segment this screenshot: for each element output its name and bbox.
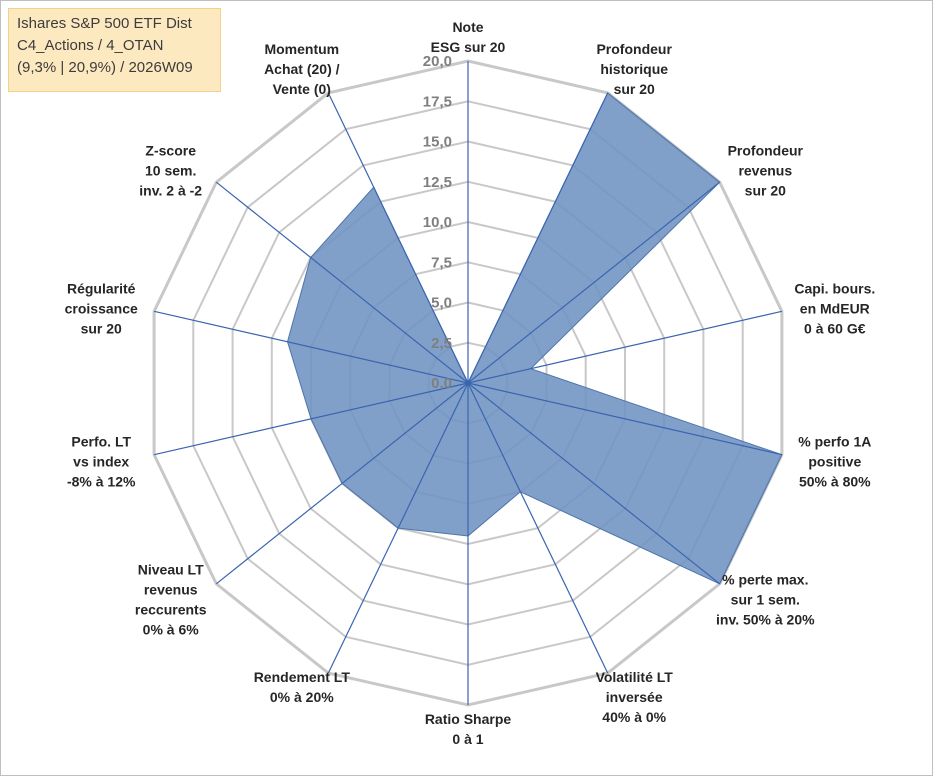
axis-label-line: en MdEUR <box>800 301 870 317</box>
axis-label-11: Régularité croissance sur 20 <box>65 281 138 337</box>
axis-label-line: 0 à 1 <box>452 731 483 747</box>
axis-label-7: Ratio Sharpe 0 à 1 <box>425 711 512 747</box>
fund-name: Ishares S&P 500 ETF Dist <box>17 15 192 32</box>
spoke-1 <box>467 92 609 384</box>
tick-label: 2,5 <box>431 335 452 352</box>
axis-label-line: Perfo. LT <box>71 434 131 450</box>
fund-stats: (9,3% | 20,9%) / 2026W09 <box>17 59 193 76</box>
axis-label-line: Profondeur <box>596 41 672 57</box>
axis-label-line: ESG sur 20 <box>431 39 506 55</box>
axis-label-1: Profondeur historique sur 20 <box>596 41 672 97</box>
axis-label-line: croissance <box>65 301 138 317</box>
axis-label-0: Note ESG sur 20 <box>431 19 506 55</box>
axis-label-line: vs index <box>73 454 129 470</box>
spoke-10 <box>153 382 469 456</box>
tick-label: 5,0 <box>431 295 452 312</box>
axis-label-line: Volatilité LT <box>596 669 674 685</box>
axis-label-line: Vente (0) <box>273 81 331 97</box>
axis-label-line: Note <box>452 19 483 35</box>
axis-label-line: Z-score <box>145 143 196 159</box>
axis-label-8: Rendement LT 0% à 20% <box>254 669 351 705</box>
axis-label-line: inv. 50% à 20% <box>716 612 815 628</box>
axis-label-line: Rendement LT <box>254 669 351 685</box>
axis-label-line: % perfo 1A <box>798 434 871 450</box>
axis-label-line: Momentum <box>264 41 339 57</box>
axis-label-line: -8% à 12% <box>67 474 136 490</box>
axis-label-line: sur 1 sem. <box>731 592 800 608</box>
tick-label: 17,5 <box>423 93 452 110</box>
axis-label-line: sur 20 <box>614 81 655 97</box>
axis-label-line: positive <box>808 454 861 470</box>
axis-label-3: Capi. bours. en MdEUR 0 à 60 G€ <box>794 281 875 337</box>
axis-label-line: Achat (20) / <box>264 61 340 77</box>
axis-label-12: Z-score 10 sem. inv. 2 à -2 <box>139 143 202 199</box>
axis-label-line: Capi. bours. <box>794 281 875 297</box>
spoke-5 <box>467 382 721 585</box>
fund-info-box: Ishares S&P 500 ETF Dist C4_Actions / 4_… <box>8 8 221 92</box>
axis-label-line: Niveau LT <box>138 562 204 578</box>
spoke-9 <box>215 382 469 585</box>
axis-label-line: Profondeur <box>728 143 804 159</box>
spoke-2 <box>467 181 721 384</box>
axis-label-line: 40% à 0% <box>602 709 666 725</box>
axis-label-line: revenus <box>738 163 792 179</box>
axis-label-line: 0% à 20% <box>270 689 334 705</box>
axis-label-line: 0 à 60 G€ <box>804 321 866 337</box>
tick-label: 20,0 <box>423 53 452 70</box>
spoke-6 <box>467 382 609 674</box>
axis-label-line: revenus <box>144 582 198 598</box>
spoke-3 <box>467 310 783 384</box>
fund-category: C4_Actions / 4_OTAN <box>17 37 164 54</box>
axis-label-line: 50% à 80% <box>799 474 871 490</box>
axis-label-line: 10 sem. <box>145 163 196 179</box>
axis-label-9: Niveau LT revenus reccurents 0% à 6% <box>135 562 207 638</box>
axis-label-line: reccurents <box>135 602 207 618</box>
spoke-11 <box>153 310 469 384</box>
radar-spokes <box>153 61 783 705</box>
axis-label-5: % perte max. sur 1 sem. inv. 50% à 20% <box>716 572 815 628</box>
axis-label-line: inversée <box>606 689 663 705</box>
axis-label-2: Profondeur revenus sur 20 <box>728 143 804 199</box>
axis-label-line: historique <box>600 61 668 77</box>
axis-label-10: Perfo. LT vs index -8% à 12% <box>67 434 136 490</box>
spoke-8 <box>327 382 469 674</box>
spoke-13 <box>327 92 469 384</box>
tick-label: 12,5 <box>423 174 452 191</box>
radar-axis-labels: Note ESG sur 20 Profondeur historique sur 20… <box>65 19 876 747</box>
axis-label-line: inv. 2 à -2 <box>139 183 202 199</box>
spoke-4 <box>467 382 783 456</box>
axis-label-6: Volatilité LT inversée 40% à 0% <box>596 669 674 725</box>
axis-label-line: % perte max. <box>722 572 808 588</box>
axis-label-line: sur 20 <box>745 183 786 199</box>
tick-label: 10,0 <box>423 214 452 231</box>
tick-label: 0,0 <box>431 375 452 392</box>
tick-label: 15,0 <box>423 134 452 151</box>
axis-label-4: % perfo 1A positive 50% à 80% <box>798 434 871 490</box>
axis-label-line: Régularité <box>67 281 136 297</box>
axis-label-line: 0% à 6% <box>143 622 200 638</box>
axis-label-line: sur 20 <box>81 321 122 337</box>
tick-label: 7,5 <box>431 254 452 271</box>
axis-label-line: Ratio Sharpe <box>425 711 512 727</box>
radar-tick-labels: 0,0 2,5 5,0 7,5 10,0 12,5 15,0 17,5 20,0 <box>423 53 452 392</box>
axis-label-13: Momentum Achat (20) / Vente (0) <box>264 41 340 97</box>
spoke-12 <box>215 181 469 384</box>
